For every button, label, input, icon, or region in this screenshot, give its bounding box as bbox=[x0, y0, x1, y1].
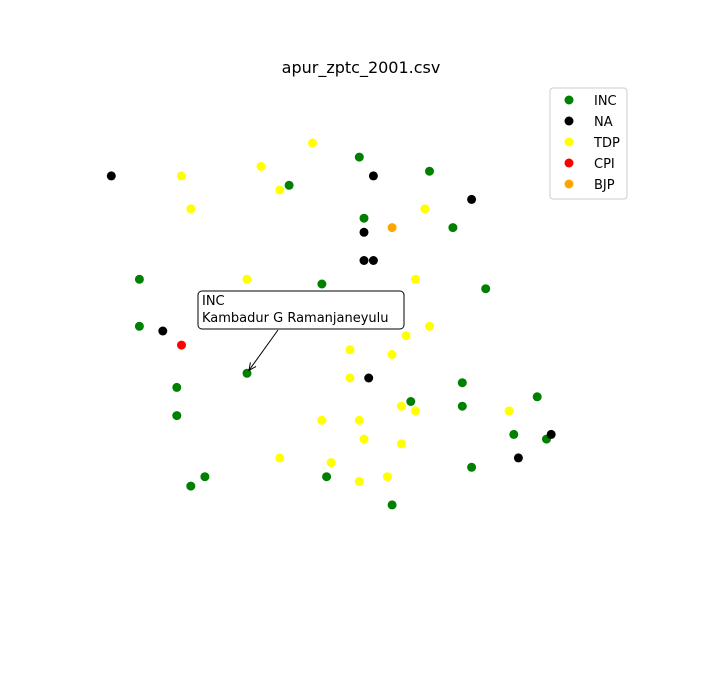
point-inc-13 bbox=[406, 397, 416, 406]
point-cpi-0 bbox=[177, 340, 186, 350]
point-inc-10 bbox=[242, 368, 252, 378]
point-na-3 bbox=[359, 227, 369, 237]
point-tdp-8 bbox=[425, 321, 434, 331]
point-tdp-21 bbox=[326, 458, 336, 468]
point-na-9 bbox=[513, 453, 523, 463]
point-tdp-2 bbox=[177, 171, 186, 181]
point-tdp-13 bbox=[396, 401, 406, 411]
point-na-1 bbox=[368, 171, 378, 181]
legend-label-cpi: CPI bbox=[594, 157, 615, 172]
legend-label-na: NA bbox=[594, 115, 613, 130]
point-tdp-20 bbox=[275, 453, 285, 463]
legend-label-inc: INC bbox=[594, 94, 617, 109]
point-inc-15 bbox=[532, 392, 542, 402]
point-tdp-15 bbox=[504, 406, 514, 416]
point-inc-20 bbox=[200, 472, 210, 482]
point-inc-3 bbox=[359, 213, 369, 223]
point-tdp-16 bbox=[317, 415, 327, 425]
point-tdp-1 bbox=[256, 162, 266, 171]
point-na-5 bbox=[368, 256, 378, 265]
point-na-4 bbox=[359, 256, 369, 265]
point-inc-0 bbox=[354, 152, 364, 162]
point-inc-19 bbox=[467, 462, 477, 472]
annotation-box bbox=[197, 290, 405, 330]
point-inc-6 bbox=[317, 279, 327, 289]
point-tdp-10 bbox=[345, 345, 355, 355]
point-na-8 bbox=[546, 429, 556, 439]
point-na-2 bbox=[467, 194, 477, 204]
legend-marker-inc bbox=[564, 95, 574, 105]
point-inc-5 bbox=[134, 274, 144, 284]
point-tdp-3 bbox=[275, 185, 285, 195]
annotation-line-1: Kambadur G Ramanjaneyulu bbox=[202, 311, 389, 326]
point-inc-7 bbox=[481, 284, 491, 294]
annotation-line-0: INC bbox=[202, 294, 225, 309]
point-inc-11 bbox=[172, 382, 182, 392]
legend: INC NA TDP CPI BJP bbox=[549, 87, 628, 200]
point-tdp-22 bbox=[382, 472, 392, 482]
point-tdp-7 bbox=[411, 274, 420, 284]
point-inc-2 bbox=[284, 180, 294, 190]
point-na-0 bbox=[106, 171, 116, 181]
legend-label-tdp: TDP bbox=[593, 136, 620, 151]
point-tdp-18 bbox=[359, 434, 369, 444]
point-tdp-14 bbox=[411, 406, 420, 416]
point-inc-1 bbox=[425, 166, 434, 176]
points-layer bbox=[106, 138, 556, 510]
point-tdp-6 bbox=[242, 274, 252, 284]
point-inc-4 bbox=[448, 223, 458, 233]
point-na-7 bbox=[364, 373, 374, 383]
point-tdp-0 bbox=[308, 138, 317, 148]
legend-marker-bjp bbox=[564, 179, 574, 189]
point-tdp-4 bbox=[186, 204, 196, 214]
legend-marker-na bbox=[564, 116, 574, 126]
point-tdp-23 bbox=[354, 476, 364, 486]
annotation-arrowhead bbox=[248, 362, 257, 372]
point-inc-22 bbox=[186, 481, 196, 491]
legend-marker-tdp bbox=[564, 137, 574, 147]
point-inc-16 bbox=[172, 411, 182, 421]
point-tdp-11 bbox=[387, 350, 397, 359]
annotation: INC Kambadur G Ramanjaneyulu bbox=[197, 290, 405, 372]
point-inc-21 bbox=[322, 472, 332, 482]
legend-marker-cpi bbox=[564, 158, 574, 168]
point-inc-12 bbox=[457, 378, 467, 388]
chart-title: apur_zptc_2001.csv bbox=[282, 58, 441, 78]
point-tdp-12 bbox=[345, 373, 355, 383]
point-na-6 bbox=[158, 326, 168, 336]
point-tdp-9 bbox=[401, 331, 411, 341]
point-inc-9 bbox=[134, 321, 144, 331]
legend-label-bjp: BJP bbox=[594, 178, 615, 193]
point-tdp-5 bbox=[420, 204, 430, 214]
annotation-arrow bbox=[248, 329, 279, 371]
legend-box bbox=[549, 87, 628, 200]
point-tdp-17 bbox=[354, 415, 364, 425]
point-inc-18 bbox=[509, 429, 519, 439]
point-tdp-19 bbox=[396, 439, 406, 449]
point-inc-23 bbox=[387, 500, 397, 510]
point-inc-14 bbox=[457, 401, 467, 411]
point-bjp-0 bbox=[387, 223, 397, 233]
